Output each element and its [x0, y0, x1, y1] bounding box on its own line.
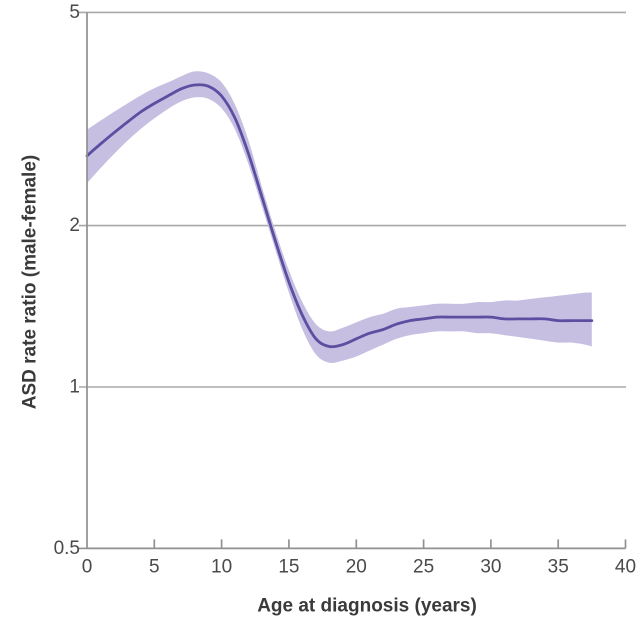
y-tick-label-2: 2 [69, 215, 80, 236]
confidence-band-layer [87, 71, 592, 363]
x-tick-label-40: 40 [615, 557, 636, 578]
y-tick-label-1: 1 [69, 377, 80, 398]
y-axis-title: ASD rate ratio (male-female) [20, 155, 41, 409]
x-tick-label-30: 30 [480, 557, 501, 578]
x-tick-label-0: 0 [82, 557, 93, 578]
x-tick-label-35: 35 [548, 557, 569, 578]
series-line-layer [85, 83, 594, 349]
x-tick-label-20: 20 [346, 557, 367, 578]
x-tick-label-10: 10 [211, 557, 232, 578]
x-axis-title: Age at diagnosis (years) [257, 596, 477, 617]
rate-ratio-line [85, 83, 594, 349]
y-tick-label-0.5: 0.5 [54, 538, 80, 559]
y-tick-label-5: 5 [69, 2, 80, 23]
gridlines-layer [79, 11, 626, 388]
confidence-band [87, 71, 592, 363]
x-tick-label-25: 25 [413, 557, 434, 578]
x-tick-label-5: 5 [149, 557, 160, 578]
tick-labels-layer: 5 2 1 0.50 5 10 15 20 25 30 35 40 [54, 2, 636, 578]
axes-layer [79, 12, 627, 550]
x-tick-label-15: 15 [278, 557, 299, 578]
